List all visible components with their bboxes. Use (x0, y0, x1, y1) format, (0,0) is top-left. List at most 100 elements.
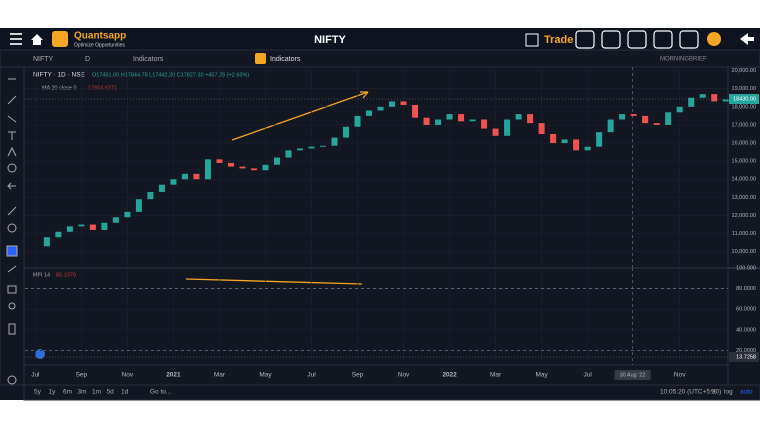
icon-button[interactable] (679, 30, 699, 49)
candle (147, 191, 154, 200)
tool[interactable] (7, 206, 17, 216)
tool[interactable] (7, 95, 17, 105)
x-tick-label: May (535, 372, 548, 379)
tool-icons (6, 78, 18, 385)
brand: Quantsapp (74, 31, 126, 42)
range-button[interactable]: 1m (92, 389, 101, 396)
y-tick-label: 14,000.00 (732, 177, 756, 183)
candle (504, 119, 511, 136)
candle (331, 137, 338, 146)
tool[interactable] (8, 302, 16, 310)
candle (181, 173, 188, 180)
x-tick-label: Nov (122, 372, 134, 379)
tool[interactable] (7, 115, 17, 123)
last-label: 13.7258 (736, 354, 756, 360)
y-tick-label: 80.0000 (736, 286, 756, 292)
icon-button[interactable] (627, 30, 647, 49)
candle (550, 134, 557, 144)
crosshair-badge (614, 370, 651, 380)
range-button[interactable]: 5d (107, 389, 115, 396)
range-button[interactable]: 5y (34, 389, 42, 396)
y-tick-label: 13,000.00 (732, 195, 756, 201)
goto[interactable]: Go to... (150, 389, 172, 396)
candle (527, 114, 534, 124)
trend-arrow (231, 91, 369, 141)
icon-button[interactable] (653, 30, 673, 49)
candle (89, 224, 96, 230)
icon-button[interactable] (601, 30, 621, 49)
tool[interactable] (7, 223, 17, 233)
tool[interactable] (6, 245, 18, 257)
last-badge (729, 352, 759, 363)
x-tick-label: Jul (31, 372, 40, 379)
candle (630, 114, 637, 116)
x-tick-label: Jul (583, 372, 592, 379)
avatar[interactable] (707, 32, 721, 46)
candle (596, 132, 603, 147)
y-tick-label: 12,000.00 (732, 213, 756, 219)
candle (619, 114, 626, 120)
candle (423, 117, 430, 125)
candle (273, 157, 280, 165)
tool[interactable] (7, 375, 17, 385)
left-toolbar (0, 66, 25, 386)
tool[interactable] (7, 182, 16, 190)
candle (642, 115, 649, 124)
y-tick-label: 15,000.00 (732, 159, 756, 165)
last-label: 18430.00 (733, 97, 756, 103)
percent-toggle[interactable]: % (711, 389, 717, 396)
legend-mfi: MFI 14 (33, 272, 50, 278)
candle (607, 119, 614, 133)
candle (377, 106, 384, 111)
tool[interactable] (7, 146, 17, 157)
candle (354, 115, 361, 127)
home-icon[interactable] (31, 34, 43, 45)
morning-brief[interactable]: MORNINGBRIEF (660, 57, 707, 63)
tool[interactable] (7, 163, 17, 173)
logo (52, 31, 68, 47)
log-toggle[interactable]: log (724, 389, 733, 396)
y-tick-label: 60.0000 (736, 307, 756, 313)
icon-button[interactable] (575, 30, 595, 49)
candle (412, 105, 419, 118)
back-icon[interactable] (740, 33, 754, 45)
candle (343, 126, 350, 138)
tool[interactable] (7, 285, 17, 294)
candle (262, 164, 269, 171)
candle (435, 119, 442, 125)
candle (204, 159, 211, 180)
y-tick-label: 11,000.00 (732, 231, 756, 237)
toolbar-interval[interactable]: D (85, 56, 90, 63)
x-tick-label: 2022 (442, 372, 457, 379)
trade-link[interactable]: Trade (544, 34, 573, 46)
legend-symbol: NIFTY · 1D · NSE (33, 72, 86, 79)
indicators-button[interactable]: Indicators (270, 56, 301, 63)
candle (124, 211, 131, 218)
candle (170, 179, 177, 185)
tagline: Optimize Opportunities (74, 42, 125, 48)
candle (216, 159, 223, 163)
x-tick-label: Sep (352, 372, 364, 379)
y-tick-label: 40.0000 (736, 327, 756, 333)
candle (112, 217, 119, 223)
grid-icon[interactable] (525, 33, 539, 47)
range-button[interactable]: 6m (63, 389, 72, 396)
menu-icon[interactable] (10, 33, 22, 45)
toolbar-indicators[interactable]: Indicators (133, 56, 164, 63)
candle (676, 106, 683, 113)
candle (296, 148, 303, 151)
y-tick-label: 10,000.00 (732, 249, 756, 255)
range-button[interactable]: 1y (49, 389, 57, 396)
range-button[interactable]: 1d (121, 389, 129, 396)
bottom-bar (23, 384, 760, 401)
candle (366, 110, 373, 116)
tool[interactable] (8, 323, 16, 335)
range-button[interactable]: 3m (78, 389, 87, 396)
candle (227, 162, 234, 167)
tool[interactable] (7, 265, 17, 273)
candle (446, 114, 453, 120)
toolbar-symbol[interactable]: NIFTY (33, 56, 54, 63)
candle (308, 146, 315, 149)
tool[interactable] (8, 131, 16, 140)
auto-toggle[interactable]: auto (740, 389, 753, 396)
